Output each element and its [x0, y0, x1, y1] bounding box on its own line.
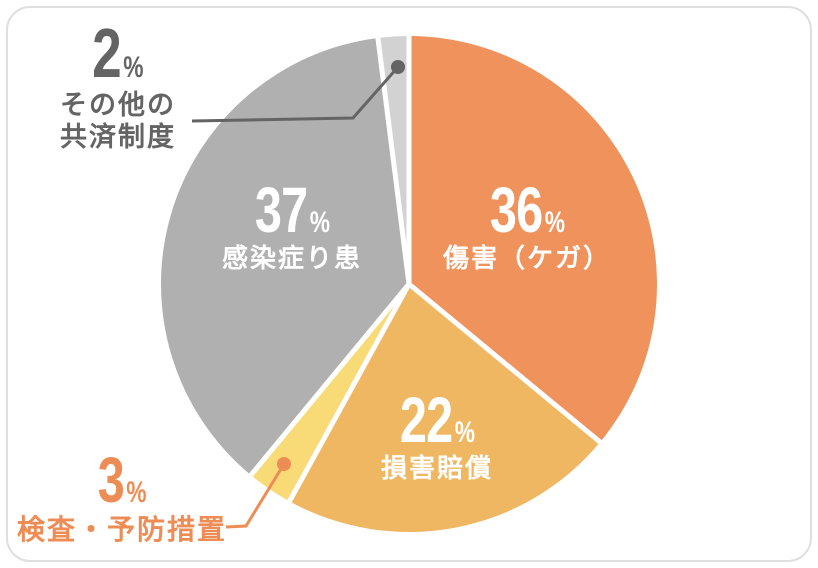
leader-dot-inspection [277, 457, 291, 471]
label-infection: 37% 感染症り患 [221, 178, 363, 274]
label-injury: 36% 傷害（ケガ） [442, 178, 612, 274]
label-liability-unit: % [454, 416, 475, 449]
callout-inspection [225, 457, 291, 529]
label-inspection-value: 3 [97, 444, 125, 516]
label-other-percent: 2% [92, 18, 144, 88]
label-liability-value: 22 [399, 384, 453, 456]
leader-line-inspection [225, 463, 286, 529]
label-inspection: 3% 検査・予防措置 [16, 448, 228, 546]
pie-slice-1 [289, 284, 601, 532]
slice-separators [248, 36, 602, 503]
label-liability: 22% 損害賠償 [380, 388, 494, 484]
label-liability-percent: 22% [399, 388, 475, 452]
label-infection-value: 37 [254, 174, 308, 246]
pie-slice-3 [161, 37, 409, 476]
pie-slice-2 [250, 284, 409, 502]
label-injury-percent: 36% [489, 178, 565, 242]
label-inspection-name: 検査・予防措置 [16, 513, 228, 545]
label-inspection-percent: 3% [98, 448, 147, 512]
label-other: 2% その他の共済制度 [55, 18, 181, 153]
slice-separator-3 [248, 282, 411, 477]
label-liability-name: 損害賠償 [380, 452, 494, 483]
label-infection-percent: 37% [254, 178, 330, 242]
label-infection-name: 感染症り患 [221, 242, 363, 273]
label-injury-value: 36 [489, 174, 543, 246]
pie-slice-0 [409, 36, 658, 443]
label-injury-name: 傷害（ケガ） [442, 242, 612, 273]
slice-separator-2 [287, 282, 412, 503]
leader-line-other [191, 66, 400, 123]
slice-separator-1 [407, 282, 602, 445]
leader-dot-other [391, 60, 405, 74]
label-other-name: その他の共済制度 [60, 89, 176, 152]
label-other-unit: % [123, 51, 144, 84]
callout-other [191, 60, 405, 123]
label-inspection-unit: % [126, 476, 147, 509]
label-injury-unit: % [544, 206, 565, 239]
label-other-value: 2 [92, 14, 122, 92]
label-infection-unit: % [309, 206, 330, 239]
slice-separator-4 [375, 37, 412, 285]
